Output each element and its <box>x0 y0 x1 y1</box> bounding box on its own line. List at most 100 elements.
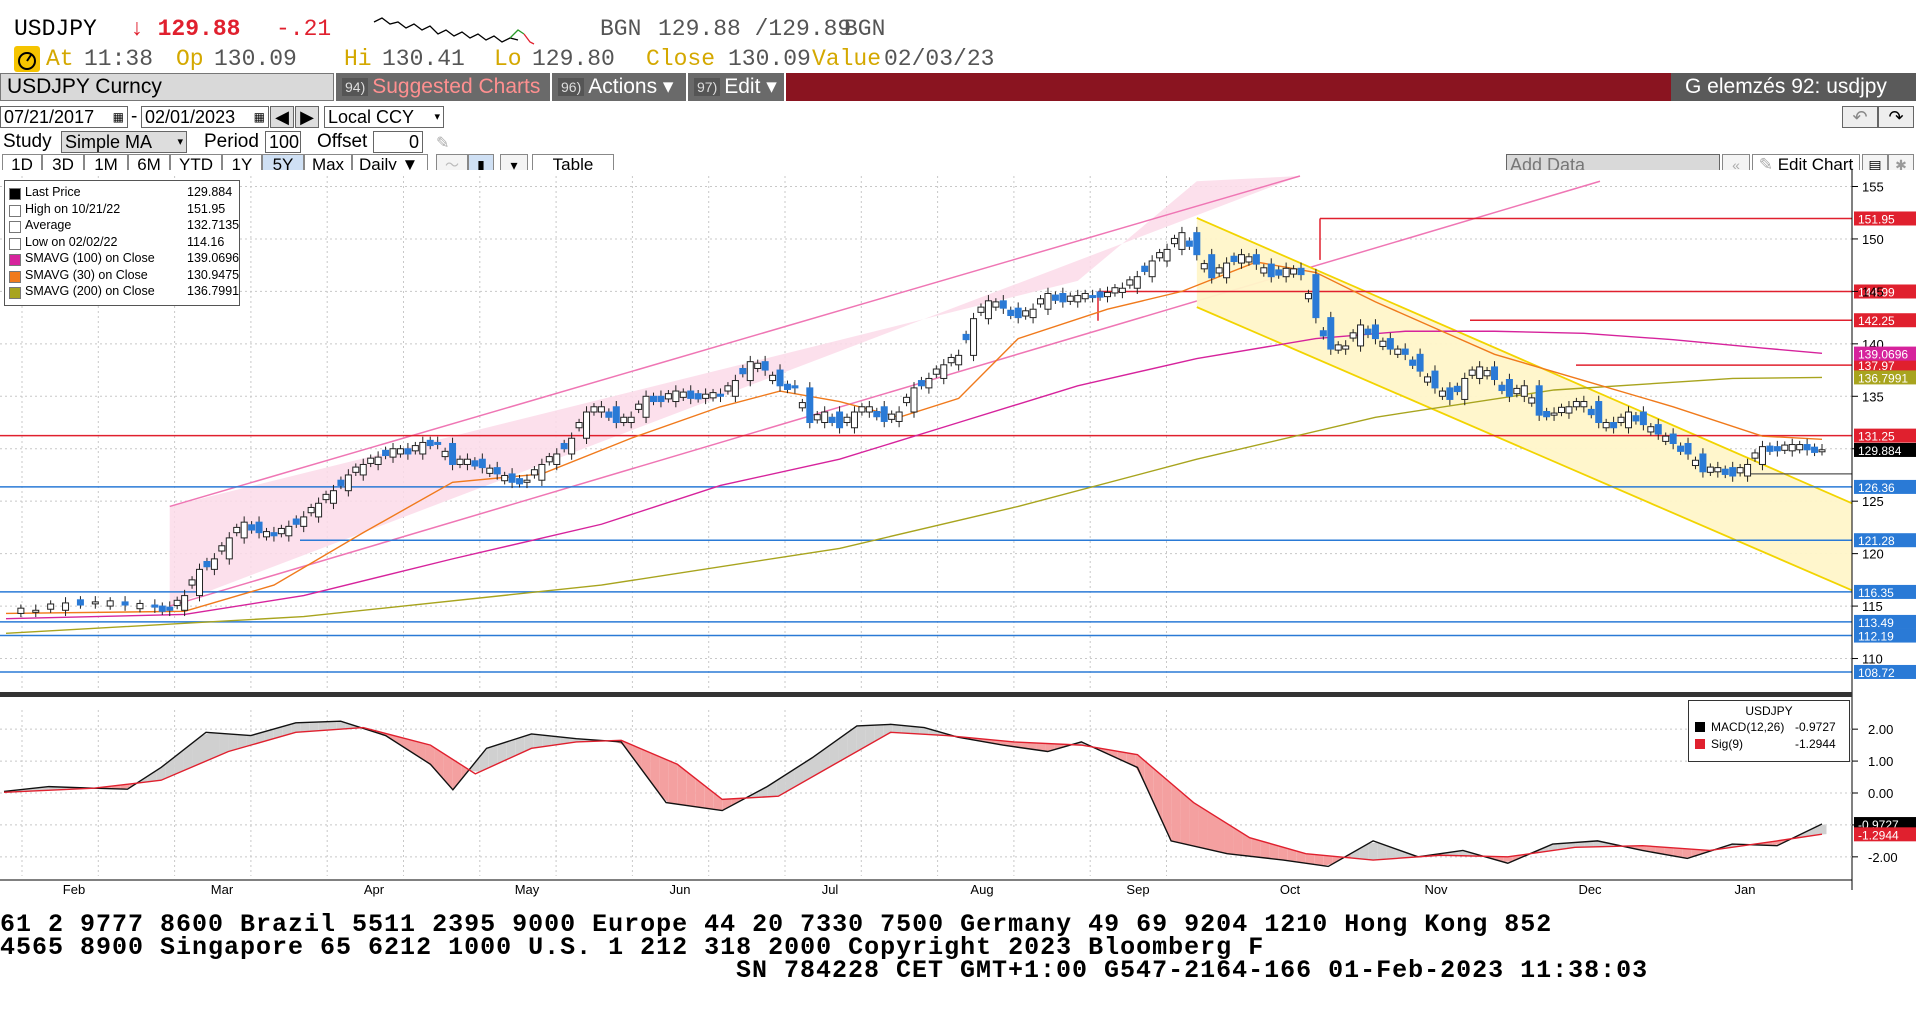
undo-button[interactable]: ↶ <box>1842 106 1878 128</box>
candle <box>523 479 531 483</box>
actions-menu[interactable]: 96) Actions ▾ <box>552 73 686 101</box>
suggested-label: Suggested Charts <box>372 75 541 98</box>
level-tag-label: 113.49 <box>1858 616 1894 630</box>
candle <box>1007 309 1015 317</box>
macd-fill <box>1691 849 1701 858</box>
gauge-icon[interactable] <box>14 46 40 72</box>
level-tag <box>1854 358 1916 373</box>
macd-fill <box>1584 841 1594 848</box>
candle <box>657 395 665 403</box>
edit-menu[interactable]: 97) Edit ▾ <box>688 73 784 101</box>
month-label: Jan <box>1735 882 1756 897</box>
down-channel-lower-line <box>1196 306 1853 592</box>
candle <box>687 390 695 399</box>
suggested-num: 94) <box>342 78 369 97</box>
scroll-right-button[interactable]: ▶ <box>295 106 319 128</box>
legend-value: 129.884 <box>187 185 233 199</box>
chart-legend: Last Price 129.884 High on 10/21/22 151.95 A… <box>4 180 240 306</box>
macd-line <box>3 720 1823 868</box>
candle <box>181 595 189 611</box>
macd-fill <box>336 721 346 730</box>
macd-fill <box>291 722 301 734</box>
down-channel-upper-line <box>1196 217 1853 505</box>
quote-time: 11:38 <box>84 46 154 72</box>
candle <box>1163 248 1171 262</box>
candle <box>1662 435 1670 442</box>
macd-fill <box>201 732 211 763</box>
study-type-select[interactable]: Simple MA ▾ <box>61 131 187 153</box>
candle <box>635 403 643 410</box>
candle <box>530 469 538 476</box>
candle <box>1074 295 1082 303</box>
macd-fill <box>488 744 498 768</box>
candle <box>1424 376 1432 383</box>
pencil-icon[interactable]: ✎ <box>436 135 450 152</box>
uptrend-channel <box>169 176 1301 607</box>
candle <box>471 460 479 467</box>
macd-fill <box>1027 742 1037 750</box>
candle <box>478 458 486 469</box>
macd-fill <box>910 726 920 735</box>
candle <box>1647 426 1655 433</box>
legend-row: SMAVG (200) on Close 136.7991 <box>9 284 239 299</box>
period-input[interactable]: 100 <box>265 131 301 153</box>
scroll-left-button[interactable]: ◀ <box>270 106 294 128</box>
footer-session: SN 784228 CET GMT+1:00 G547-2164-166 01-… <box>736 956 1649 985</box>
start-date-field[interactable]: 07/21/2017 ▦ <box>0 106 128 128</box>
macd-fill <box>1557 843 1567 850</box>
candle <box>1766 445 1774 452</box>
candle <box>1691 459 1699 467</box>
candle <box>315 502 323 518</box>
candle <box>337 479 345 486</box>
candle <box>240 521 248 539</box>
candle <box>1230 255 1238 262</box>
candle <box>1178 232 1186 250</box>
level-tag-label: 121.28 <box>1858 534 1895 548</box>
macd-fill <box>506 738 516 760</box>
price-chart[interactable]: 151.95 144.99 142.25 137.97 131.25 126.36 121.… <box>0 170 1916 900</box>
calendar-icon[interactable]: ▦ <box>253 110 265 124</box>
macd-fill <box>803 757 812 783</box>
macd-fill <box>1108 749 1118 759</box>
value-tag-label: 136.7991 <box>1858 371 1908 385</box>
candle <box>359 463 367 476</box>
candle <box>307 506 315 514</box>
legend-name: SMAVG (200) on Close <box>25 284 155 298</box>
main-toolbar: USDJPY Curncy 94) Suggested Charts 96) Act… <box>0 73 1916 101</box>
candle <box>449 442 457 465</box>
candle <box>1312 274 1320 319</box>
candle <box>984 300 992 320</box>
suggested-charts-button[interactable]: 94) Suggested Charts <box>336 73 550 101</box>
macd-swatch <box>1695 722 1705 732</box>
end-date-field[interactable]: 02/01/2023 ▦ <box>141 106 269 128</box>
candle <box>1029 308 1037 319</box>
footer: 61 2 9777 8600 Brazil 5511 2395 9000 Eur… <box>0 900 1916 1024</box>
candle <box>1386 338 1394 350</box>
macd-fill <box>928 728 938 736</box>
redo-button[interactable]: ↷ <box>1878 106 1914 128</box>
macd-fill <box>542 735 552 747</box>
candle <box>1133 276 1141 289</box>
security-field[interactable]: USDJPY Curncy <box>0 73 334 101</box>
candle <box>1699 453 1707 473</box>
level-tag <box>1854 479 1916 494</box>
macd-value: -0.9727 <box>1795 720 1836 734</box>
level-tag-label: 131.25 <box>1858 430 1895 444</box>
price-tick-label: 125 <box>1862 494 1884 509</box>
macd-fill <box>399 736 408 750</box>
candle <box>1044 292 1052 310</box>
candle <box>1505 379 1513 397</box>
candle <box>888 413 896 420</box>
currency-select[interactable]: Local CCY ▾ <box>324 106 444 128</box>
offset-input[interactable]: 0 <box>373 131 423 153</box>
macd-fill <box>1817 823 1827 835</box>
value-date: 02/03/23 <box>884 46 995 72</box>
macd-fill <box>309 721 319 732</box>
candle <box>821 411 829 424</box>
macd-fill <box>1377 842 1387 860</box>
candle <box>1476 366 1484 379</box>
candle <box>940 364 948 379</box>
calendar-icon[interactable]: ▦ <box>112 110 124 124</box>
candle <box>791 385 799 389</box>
value-tag-label: 129.884 <box>1858 444 1902 458</box>
